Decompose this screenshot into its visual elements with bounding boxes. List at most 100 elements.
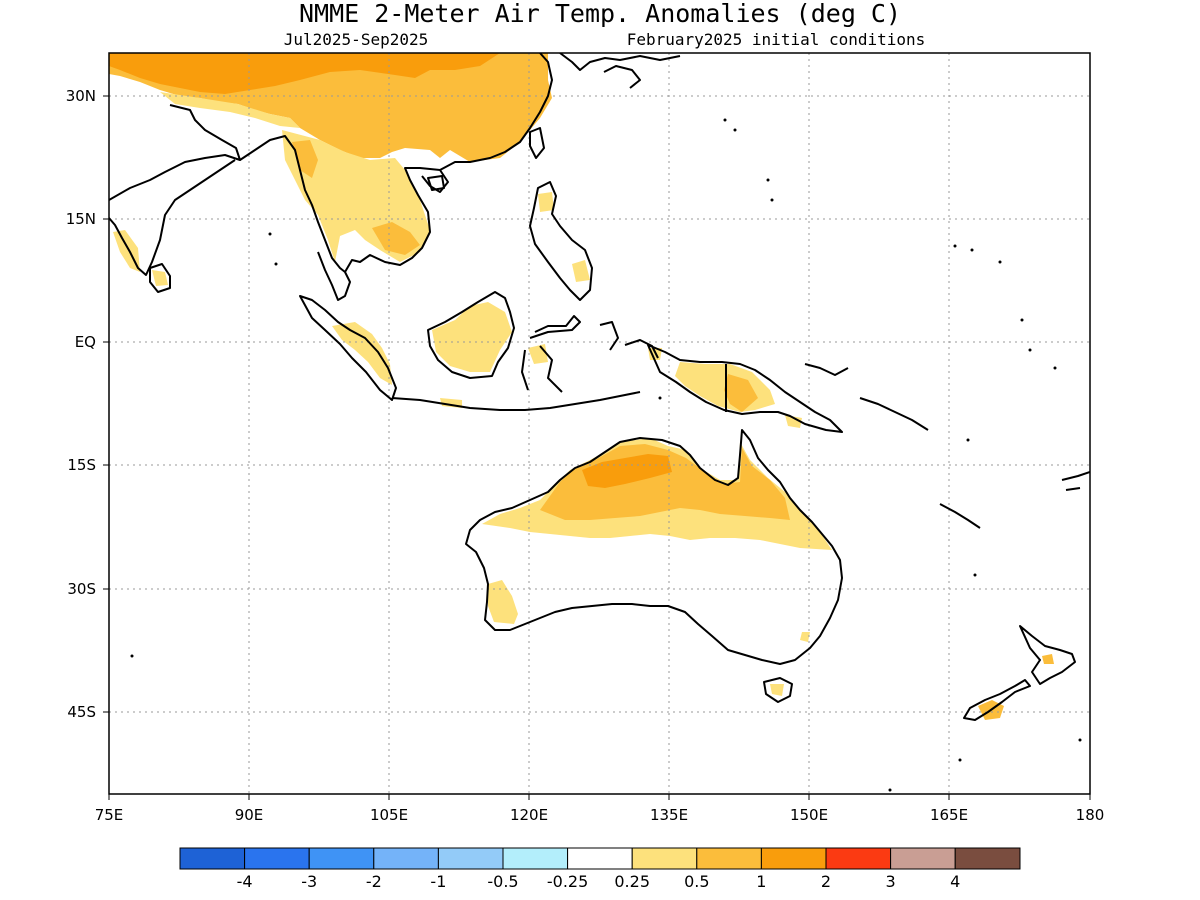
fill-borneo bbox=[432, 302, 512, 372]
x-tick-label: 90E bbox=[235, 806, 264, 824]
island-dot bbox=[766, 178, 770, 182]
coast-india bbox=[109, 104, 241, 276]
coast-sulawesi bbox=[521, 315, 581, 393]
x-tick-label: 165E bbox=[930, 806, 968, 824]
island-dot bbox=[998, 260, 1002, 264]
island-dot bbox=[733, 128, 737, 132]
island-dot bbox=[274, 262, 278, 266]
coast-new-caledonia bbox=[939, 503, 981, 529]
y-tick-labels: 30N 15N EQ 15S 30S 45S bbox=[66, 87, 96, 721]
coast-mainland-asia bbox=[239, 53, 553, 301]
y-tick-label: 30N bbox=[66, 87, 96, 105]
island-dot bbox=[970, 248, 974, 252]
colorbar-swatch bbox=[502, 847, 569, 870]
x-tick-label: 75E bbox=[95, 806, 124, 824]
island-dot bbox=[770, 198, 774, 202]
colorbar-swatch bbox=[760, 847, 827, 870]
fill-east-australia bbox=[800, 632, 810, 642]
anomaly-fills bbox=[109, 53, 1054, 720]
x-tick-label: 150E bbox=[790, 806, 828, 824]
y-tick-label: 30S bbox=[67, 580, 96, 598]
island-dot bbox=[1028, 348, 1032, 352]
subtitle-period: Jul2025-Sep2025 bbox=[284, 30, 429, 49]
fill-china-edge bbox=[160, 92, 300, 128]
coast-philippines bbox=[529, 181, 593, 301]
colorbar-swatch bbox=[825, 847, 892, 870]
fill-srilanka bbox=[152, 270, 168, 286]
island-dot bbox=[268, 232, 272, 236]
fill-sumatra bbox=[332, 322, 392, 385]
coast-bismarck-solomons bbox=[804, 363, 929, 431]
coast-nz-north bbox=[1019, 625, 1076, 685]
x-tick-label: 120E bbox=[510, 806, 548, 824]
coast-new-guinea bbox=[647, 344, 843, 433]
colorbar-label: 1 bbox=[756, 872, 766, 891]
colorbar: -4 -3 -2 -1 -0.5 -0.25 0.25 0.5 1 2 3 4 bbox=[179, 847, 1021, 891]
x-tick-label: 180 bbox=[1076, 806, 1105, 824]
colorbar-label: -1 bbox=[430, 872, 446, 891]
x-tick-labels: 75E 90E 105E 120E 135E 150E 165E 180 bbox=[95, 806, 1105, 824]
fill-philippines bbox=[538, 192, 590, 282]
map-border bbox=[108, 52, 1091, 795]
colorbar-label: -3 bbox=[301, 872, 317, 891]
island-dot bbox=[1020, 318, 1024, 322]
colorbar-swatch bbox=[437, 847, 504, 870]
y-tick-label: 45S bbox=[67, 703, 96, 721]
colorbar-swatch bbox=[890, 847, 956, 870]
fill-north-australia-hot bbox=[582, 454, 672, 488]
fill-nz-north bbox=[1042, 654, 1054, 664]
fill-myanmar-warm bbox=[292, 140, 318, 178]
colorbar-label: -2 bbox=[366, 872, 382, 891]
island-dot bbox=[723, 118, 727, 122]
coast-hainan bbox=[427, 175, 445, 191]
coast-borneo bbox=[427, 291, 515, 379]
island-dot bbox=[1078, 738, 1082, 742]
colorbar-label: 3 bbox=[886, 872, 896, 891]
coast-sumatra bbox=[299, 295, 397, 401]
coast-java bbox=[391, 391, 641, 411]
y-tick-label: 15S bbox=[67, 456, 96, 474]
colorbar-swatch bbox=[696, 847, 762, 870]
colorbar-label: 2 bbox=[821, 872, 831, 891]
coast-australia bbox=[465, 429, 843, 665]
fill-tasmania bbox=[770, 684, 784, 696]
colorbar-label: -4 bbox=[237, 872, 253, 891]
coastlines bbox=[109, 53, 1090, 721]
subtitle-initial-conditions: February2025 initial conditions bbox=[627, 30, 926, 49]
colorbar-swatch bbox=[954, 847, 1021, 870]
coast-fiji bbox=[1061, 471, 1090, 491]
x-tick-label: 135E bbox=[650, 806, 688, 824]
fill-india-coast bbox=[113, 230, 140, 272]
coast-korea-japan bbox=[559, 53, 681, 89]
colorbar-swatch bbox=[631, 847, 698, 870]
island-dot bbox=[130, 654, 134, 658]
map-content bbox=[109, 53, 1090, 794]
colorbar-swatch bbox=[179, 847, 246, 870]
island-dot bbox=[1053, 366, 1057, 370]
colorbar-swatch bbox=[308, 847, 375, 870]
colorbar-label: 4 bbox=[950, 872, 960, 891]
y-tick-label: 15N bbox=[66, 210, 96, 228]
coast-tasmania bbox=[763, 677, 793, 703]
island-dot bbox=[966, 438, 970, 442]
axis-ticks bbox=[103, 95, 1091, 800]
island-dot bbox=[888, 788, 892, 792]
island-dot bbox=[953, 244, 957, 248]
graticule bbox=[109, 53, 1090, 794]
colorbar-label: -0.25 bbox=[547, 872, 588, 891]
colorbar-label: 0.5 bbox=[684, 872, 709, 891]
coast-nz-south bbox=[963, 679, 1031, 721]
colorbar-label: 0.25 bbox=[614, 872, 650, 891]
map-title: NMME 2-Meter Air Temp. Anomalies (deg C) bbox=[299, 0, 901, 28]
fill-new-guinea-warm bbox=[724, 374, 758, 412]
coast-moluccas bbox=[599, 321, 659, 359]
map-area bbox=[109, 53, 1090, 794]
colorbar-swatch bbox=[244, 847, 310, 870]
fill-new-guinea-south bbox=[648, 348, 802, 428]
coast-taiwan bbox=[529, 127, 545, 159]
colorbar-label: -0.5 bbox=[487, 872, 518, 891]
coast-srilanka bbox=[149, 263, 171, 293]
y-tick-label: EQ bbox=[75, 333, 96, 351]
island-dots bbox=[130, 118, 1082, 792]
